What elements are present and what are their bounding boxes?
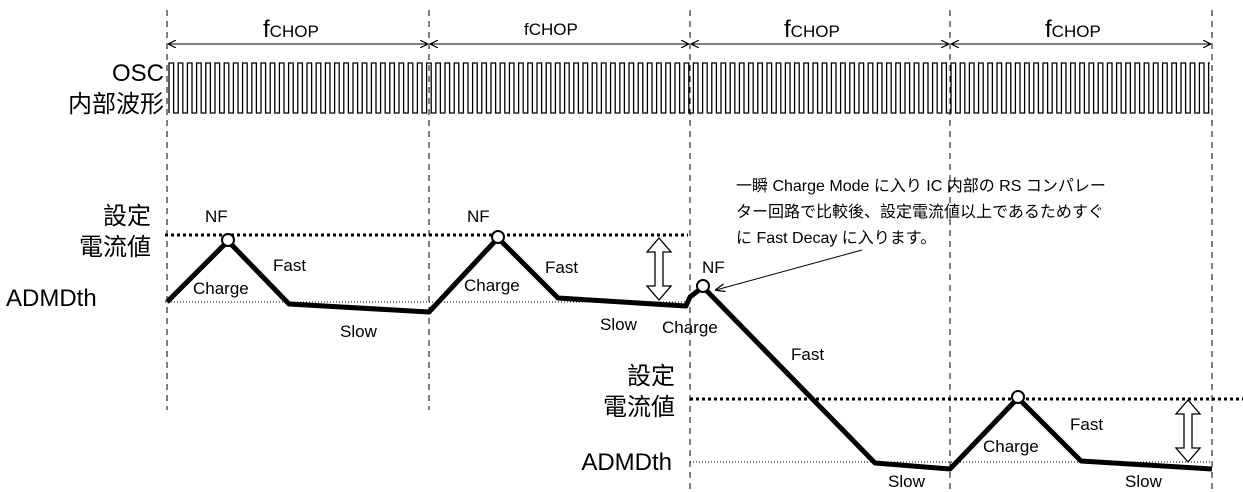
admdth-label: ADMDth [6, 285, 97, 312]
charge-label-1: Charge [193, 279, 249, 298]
setting-label-line1: 設定 [103, 203, 151, 230]
chop-label-1: fCHOP [263, 16, 319, 43]
osc-label-line2: 内部波形 [68, 91, 164, 118]
fast-label-3: Fast [791, 345, 824, 364]
nf-peak-marker-1 [221, 233, 235, 247]
setting-label-right-line2: 電流値 [603, 394, 675, 421]
annotation-line-1: 一瞬 Charge Mode に入り IC 内部の RS コンパレー [736, 177, 1106, 195]
fast-label-2: Fast [545, 258, 578, 277]
fast-label-4: Fast [1070, 415, 1103, 434]
current-waveform [165, 235, 1213, 472]
setting-label-right-line1: 設定 [627, 363, 675, 390]
annotation-pointer-arrow [716, 249, 863, 290]
gap-double-arrow-left [645, 237, 673, 301]
annotation: 一瞬 Charge Mode に入り IC 内部の RS コンパレー ター回路で… [716, 177, 1106, 290]
nf-label-2: NF [467, 207, 490, 226]
chop-label-3: fCHOP [784, 16, 840, 43]
nf-label-1: NF [205, 207, 228, 226]
chop-label-2: fCHOP [524, 20, 578, 39]
nf-peak-marker-3 [696, 279, 710, 293]
osc-label: OSC 内部波形 [68, 60, 164, 118]
left-labels: 設定 電流値 ADMDth [6, 203, 151, 312]
charge-label-3: Charge [662, 318, 718, 337]
slow-label-2: Slow [600, 315, 638, 334]
slow-label-3: Slow [888, 472, 926, 491]
phase-labels: NF Charge Fast Slow NF Charge Fast Slow … [193, 207, 1163, 491]
period-boundaries [166, 10, 1213, 492]
annotation-line-3: に Fast Decay に入ります。 [736, 229, 936, 247]
admdth-label-right: ADMDth [581, 449, 672, 476]
osc-label-line1: OSC [112, 60, 164, 87]
nf-label-3: NF [702, 258, 725, 277]
gap-arrows [645, 237, 1202, 463]
osc-waveform [168, 62, 1210, 114]
nf-markers [221, 230, 1025, 404]
annotation-line-2: ター回路で比較後、設定電流値以上であるためすぐ [736, 203, 1104, 221]
gap-double-arrow-right [1174, 399, 1202, 463]
setting-label-line2: 電流値 [79, 234, 151, 261]
nf-peak-marker-2 [491, 230, 505, 244]
charge-label-4: Charge [983, 437, 1039, 456]
fast-label-1: Fast [273, 256, 306, 275]
chop-periods: fCHOP fCHOP fCHOP fCHOP [169, 16, 1210, 44]
right-labels: 設定 電流値 ADMDth [581, 363, 675, 476]
nf-peak-marker-4 [1011, 390, 1025, 404]
chop-label-4: fCHOP [1045, 16, 1101, 43]
charge-label-2: Charge [464, 276, 520, 295]
slow-label-4: Slow [1125, 472, 1163, 491]
slow-label-1: Slow [340, 322, 378, 341]
